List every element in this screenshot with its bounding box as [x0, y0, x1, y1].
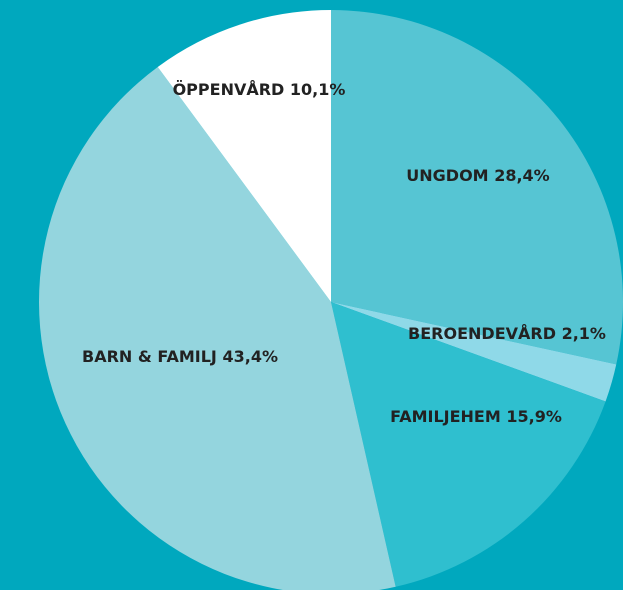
pie-slice: [331, 10, 623, 365]
pie-slice: [331, 302, 606, 587]
slice-label: BARN & FAMILJ 43,4%: [82, 347, 278, 366]
slice-label: UNGDOM 28,4%: [406, 166, 549, 185]
category-label: ÖPPENVÅRD: [173, 80, 285, 99]
category-label: BEROENDEVÅRD: [408, 324, 556, 343]
category-label: FAMILJEHEM: [390, 407, 501, 426]
pie-slice: [39, 66, 396, 590]
value-label: 15,9%: [506, 407, 562, 426]
pie-slice: [331, 302, 617, 402]
value-label: 28,4%: [494, 166, 550, 185]
value-label: 43,4%: [222, 347, 278, 366]
slice-label: FAMILJEHEM 15,9%: [390, 407, 562, 426]
value-label: 10,1%: [290, 80, 346, 99]
category-label: UNGDOM: [406, 166, 488, 185]
slice-label: ÖPPENVÅRD 10,1%: [173, 80, 346, 99]
category-label: BARN & FAMILJ: [82, 347, 217, 366]
slice-label: BEROENDEVÅRD 2,1%: [408, 324, 606, 343]
value-label: 2,1%: [562, 324, 606, 343]
pie-slice: [157, 10, 331, 302]
